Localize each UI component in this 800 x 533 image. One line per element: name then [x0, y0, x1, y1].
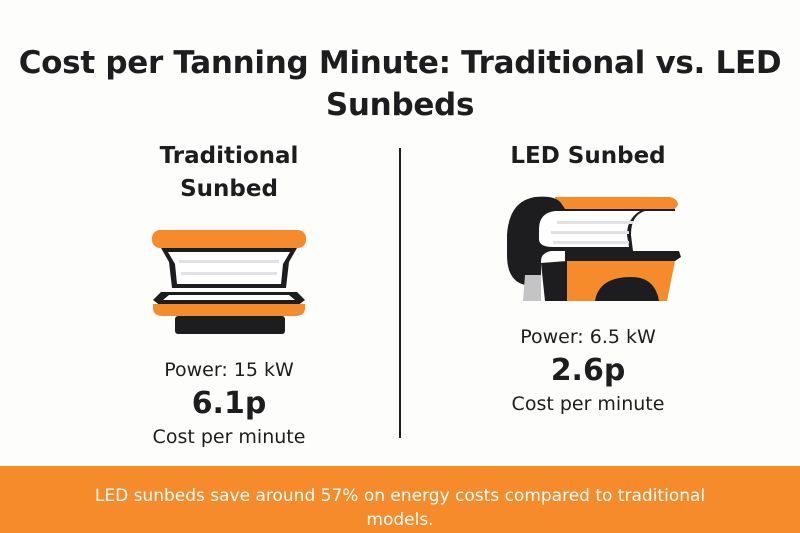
page-title: Cost per Tanning Minute: Traditional vs.… [18, 45, 782, 123]
divider [399, 148, 401, 438]
led-cost-label: Cost per minute [511, 393, 665, 415]
traditional-power: Power: 15 kW [164, 359, 294, 381]
savings-banner: LED sunbeds save around 57% on energy co… [0, 466, 800, 533]
led-column: LED Sunbed Power: 6.5 kW 2.6p Cost per m… [438, 140, 738, 417]
traditional-cost-label: Cost per minute [152, 426, 306, 448]
led-heading: LED Sunbed [510, 143, 666, 169]
led-sunbed-icon [507, 196, 681, 301]
led-power: Power: 6.5 kW [520, 326, 656, 348]
led-cost: 2.6p [550, 353, 626, 388]
traditional-column: Traditional Sunbed Power: 15 kW 6.1p Cos… [79, 140, 379, 450]
traditional-cost: 6.1p [191, 386, 267, 421]
traditional-heading: Traditional Sunbed [159, 143, 299, 202]
traditional-sunbed-icon [152, 230, 306, 334]
